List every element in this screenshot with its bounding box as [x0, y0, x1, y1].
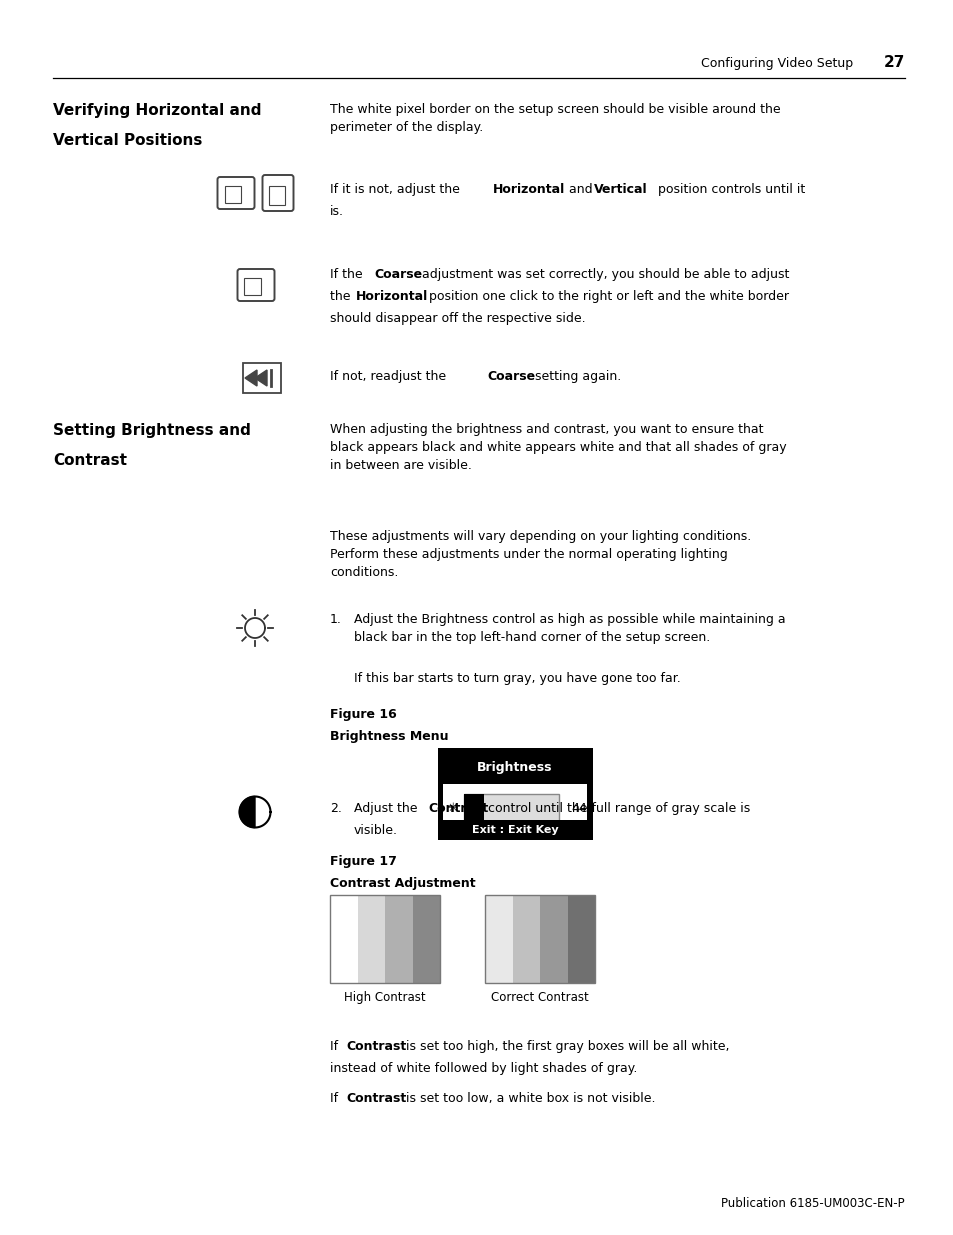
Text: Brightness Menu: Brightness Menu [330, 730, 448, 743]
Text: Figure 16: Figure 16 [330, 708, 396, 721]
Text: Coarse: Coarse [374, 268, 421, 282]
Bar [539, 895, 567, 983]
Text: 44: 44 [571, 803, 587, 815]
Text: Contrast: Contrast [53, 453, 127, 468]
Text: If: If [330, 1040, 342, 1053]
Text: is set too high, the first gray boxes will be all white,: is set too high, the first gray boxes wi… [401, 1040, 729, 1053]
Text: Figure 17: Figure 17 [330, 855, 396, 868]
Text: the: the [330, 290, 355, 303]
Text: If it is not, adjust the: If it is not, adjust the [330, 183, 463, 196]
Text: Contrast: Contrast [346, 1040, 406, 1053]
Polygon shape [254, 370, 267, 387]
Text: 1.: 1. [330, 613, 341, 626]
Text: 27: 27 [882, 56, 904, 70]
Bar [437, 820, 592, 840]
Text: and: and [564, 183, 596, 196]
Bar [484, 895, 512, 983]
Text: Horizontal: Horizontal [493, 183, 565, 196]
Text: The white pixel border on the setup screen should be visible around the
perimete: The white pixel border on the setup scre… [330, 103, 780, 135]
Bar [412, 895, 439, 983]
Bar [357, 895, 385, 983]
Bar [244, 278, 261, 294]
Bar [243, 363, 281, 393]
Text: visible.: visible. [354, 824, 397, 837]
Text: instead of white followed by light shades of gray.: instead of white followed by light shade… [330, 1062, 637, 1074]
Bar [269, 186, 284, 205]
Text: Exit : Exit Key: Exit : Exit Key [471, 825, 558, 835]
Bar [463, 794, 558, 824]
Bar [567, 895, 595, 983]
Text: is.: is. [330, 205, 344, 219]
Bar [330, 895, 439, 983]
Text: Adjust the Brightness control as high as possible while maintaining a
black bar : Adjust the Brightness control as high as… [354, 613, 785, 643]
Bar [330, 895, 357, 983]
Bar [224, 186, 241, 203]
Text: ✳: ✳ [447, 803, 457, 815]
Text: 2.: 2. [330, 802, 341, 815]
Text: control until the full range of gray scale is: control until the full range of gray sca… [483, 802, 749, 815]
Text: Configuring Video Setup: Configuring Video Setup [700, 57, 852, 70]
Text: Setting Brightness and: Setting Brightness and [53, 424, 251, 438]
Bar [443, 784, 586, 834]
Text: Brightness: Brightness [476, 761, 552, 774]
Bar [437, 748, 592, 840]
Text: should disappear off the respective side.: should disappear off the respective side… [330, 312, 585, 325]
Text: If: If [330, 1092, 342, 1105]
FancyBboxPatch shape [262, 175, 294, 211]
Text: is set too low, a white box is not visible.: is set too low, a white box is not visib… [401, 1092, 655, 1105]
Text: Verifying Horizontal and: Verifying Horizontal and [53, 103, 261, 119]
Text: If not, readjust the: If not, readjust the [330, 370, 450, 383]
Text: position one click to the right or left and the white border: position one click to the right or left … [424, 290, 788, 303]
FancyBboxPatch shape [237, 269, 274, 301]
Text: adjustment was set correctly, you should be able to adjust: adjustment was set correctly, you should… [417, 268, 788, 282]
Text: position controls until it: position controls until it [654, 183, 804, 196]
Text: If the: If the [330, 268, 366, 282]
Text: Vertical Positions: Vertical Positions [53, 133, 202, 148]
Text: Vertical: Vertical [594, 183, 647, 196]
Polygon shape [239, 797, 254, 827]
Bar [512, 895, 539, 983]
Text: High Contrast: High Contrast [344, 990, 425, 1004]
Polygon shape [245, 370, 256, 387]
Text: setting again.: setting again. [531, 370, 620, 383]
Text: Contrast Adjustment: Contrast Adjustment [330, 877, 476, 890]
FancyBboxPatch shape [217, 177, 254, 209]
Text: These adjustments will vary depending on your lighting conditions.
Perform these: These adjustments will vary depending on… [330, 530, 750, 579]
Text: If this bar starts to turn gray, you have gone too far.: If this bar starts to turn gray, you hav… [354, 672, 680, 685]
Text: When adjusting the brightness and contrast, you want to ensure that
black appear: When adjusting the brightness and contra… [330, 424, 786, 472]
Text: Publication 6185-UM003C-EN-P: Publication 6185-UM003C-EN-P [720, 1197, 904, 1210]
Text: Coarse: Coarse [486, 370, 535, 383]
Text: Contrast: Contrast [428, 802, 488, 815]
Text: Horizontal: Horizontal [355, 290, 428, 303]
Text: Contrast: Contrast [346, 1092, 406, 1105]
Bar [463, 794, 484, 824]
Text: Adjust the: Adjust the [354, 802, 421, 815]
Bar [484, 895, 595, 983]
Text: Correct Contrast: Correct Contrast [491, 990, 588, 1004]
Bar [385, 895, 412, 983]
